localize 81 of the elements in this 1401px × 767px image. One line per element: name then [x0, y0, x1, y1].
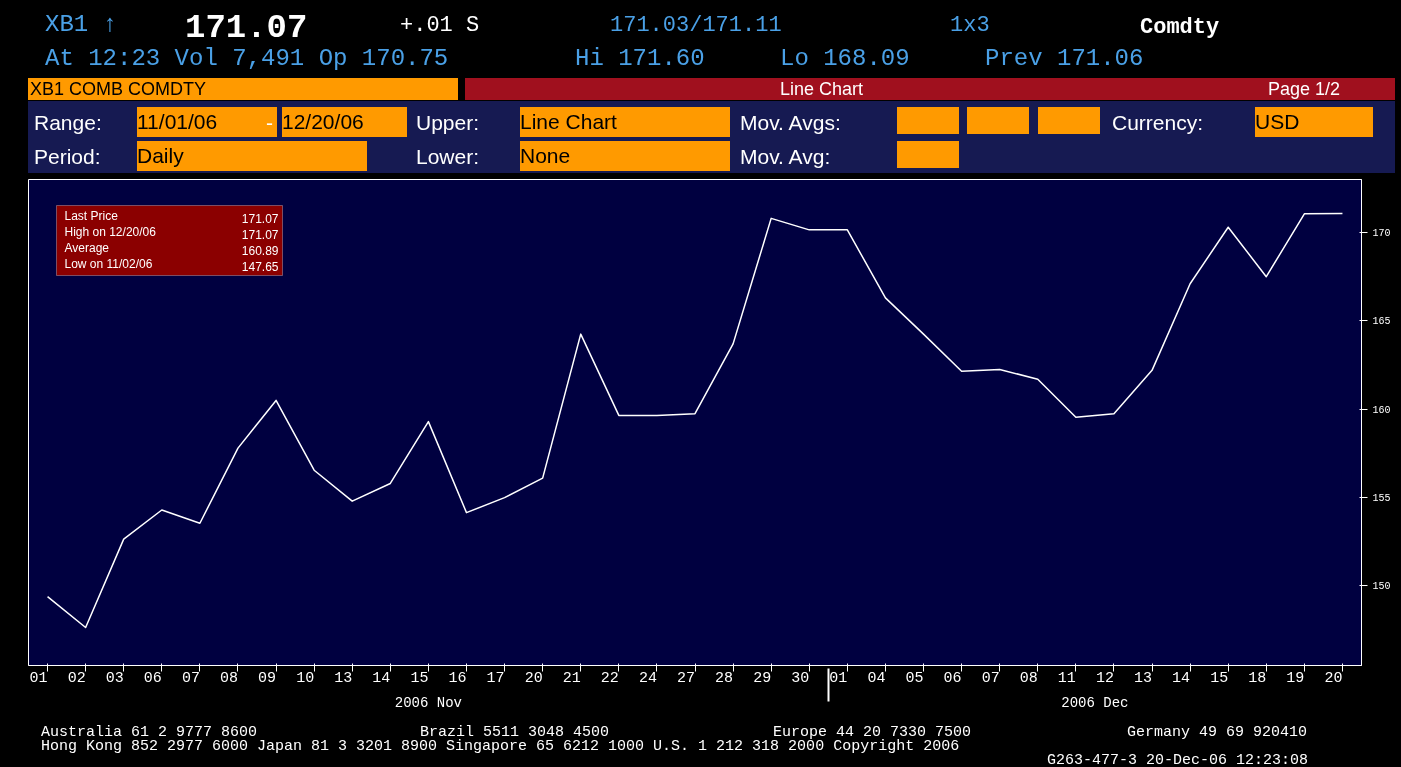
- x-tick-label: 04: [867, 669, 886, 687]
- text: XB1 COMB COMDTY: [30, 78, 207, 100]
- x-tick-label: 02: [67, 669, 86, 687]
- text: 2006 Dec: [1061, 694, 1129, 711]
- x-tick-label: 30: [791, 669, 810, 687]
- x-tick-label: 28: [715, 669, 734, 687]
- x-tick-label: 29: [753, 669, 772, 687]
- text: USD: [1255, 107, 1373, 137]
- text: 2006 Nov: [394, 694, 463, 711]
- text: 171.03/171.11: [610, 12, 782, 40]
- x-tick-label: 13: [1134, 669, 1153, 687]
- x-tick-label: 06: [143, 669, 162, 687]
- annotation: 160.89: [241, 243, 279, 258]
- text: XB1 ↑: [45, 10, 118, 40]
- x-tick-label: 14: [372, 669, 391, 687]
- y-tick-label: 170: [1372, 228, 1391, 240]
- x-tick-label: 08: [219, 669, 238, 687]
- x-tick-label: 06: [943, 669, 962, 687]
- text: Australia 61 2 9777 8600: [41, 723, 258, 741]
- text: Range:: [34, 110, 102, 136]
- x-tick-label: 01: [29, 669, 48, 687]
- text: Mov. Avgs:: [740, 110, 841, 136]
- line-series: [46, 212, 1344, 629]
- text: 171.07: [185, 8, 308, 47]
- x-tick-label: 01: [829, 669, 848, 687]
- text: Line Chart: [520, 107, 730, 137]
- x-tick-label: 18: [1248, 669, 1267, 687]
- text: 11/01/06: [137, 110, 218, 133]
- text: Germany 49 69 920410: [1127, 723, 1308, 743]
- text: Upper:: [416, 110, 480, 136]
- x-tick-label: 17: [486, 669, 505, 687]
- x-tick-label: 13: [334, 669, 353, 687]
- annotation: 171.07: [241, 227, 279, 242]
- text: Lo 168.09: [780, 44, 910, 74]
- text: Comdty: [1140, 14, 1220, 42]
- x-tick-label: 20: [524, 669, 543, 687]
- x-tick-label: 07: [181, 669, 200, 687]
- x-tick-label: 21: [562, 669, 581, 687]
- x-tick-label: 24: [638, 669, 657, 687]
- text: At 12:23 Vol 7,491 Op 170.75: [45, 44, 449, 74]
- text: 12/20/06: [282, 107, 407, 137]
- x-tick-label: 20: [1324, 669, 1343, 687]
- text: 1x3: [950, 12, 990, 40]
- text: Hi 171.60: [575, 44, 705, 74]
- y-tick-label: 155: [1372, 493, 1391, 505]
- x-tick-label: 16: [448, 669, 467, 687]
- annotation: Low on 11/02/06: [64, 256, 153, 271]
- annotation: Average: [64, 240, 110, 255]
- text: Period:: [34, 144, 101, 170]
- text: +.01 S: [400, 12, 480, 40]
- text: G263-477-3 20-Dec-06 12:23:08: [1047, 751, 1309, 767]
- x-tick-label: 10: [296, 669, 315, 687]
- annotation: Last Price: [64, 208, 119, 223]
- x-tick-label: 11: [1057, 669, 1076, 687]
- x-tick-label: 15: [1210, 669, 1229, 687]
- annotation: High on 12/20/06: [64, 224, 157, 239]
- x-tick-label: 03: [105, 669, 124, 687]
- text: None: [520, 141, 730, 171]
- x-tick-label: 08: [1019, 669, 1038, 687]
- x-tick-label: 05: [905, 669, 924, 687]
- text: Currency:: [1112, 110, 1204, 136]
- annotation: 171.07: [241, 211, 279, 226]
- text: Daily: [137, 141, 367, 171]
- x-tick-label: 27: [677, 669, 696, 687]
- x-tick-label: 22: [600, 669, 619, 687]
- x-tick-label: 09: [258, 669, 277, 687]
- x-tick-label: 07: [981, 669, 1000, 687]
- x-tick-label: 14: [1172, 669, 1191, 687]
- text: Lower:: [416, 144, 480, 170]
- y-tick-label: 165: [1372, 316, 1391, 328]
- x-tick-label: 12: [1095, 669, 1114, 687]
- x-tick-label: 15: [410, 669, 429, 687]
- text: Prev 171.06: [985, 44, 1144, 74]
- annotation: 147.65: [241, 259, 279, 274]
- text: Mov. Avg:: [740, 144, 831, 170]
- text: -: [266, 110, 273, 136]
- y-tick-label: 150: [1372, 581, 1391, 593]
- x-tick-label: 19: [1286, 669, 1305, 687]
- y-tick-label: 160: [1372, 404, 1391, 416]
- text: Line Chart: [780, 78, 864, 100]
- text: Page 1/2: [1268, 78, 1341, 100]
